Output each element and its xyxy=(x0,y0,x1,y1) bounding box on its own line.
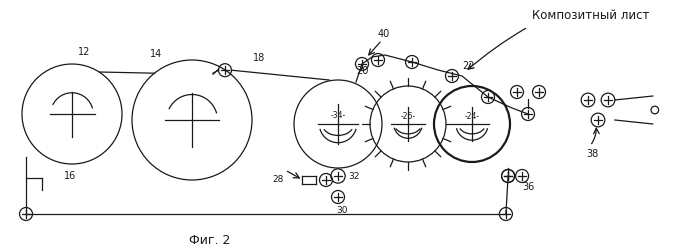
Text: 18: 18 xyxy=(253,53,265,63)
Text: 14: 14 xyxy=(150,49,162,59)
Text: 36: 36 xyxy=(522,181,534,191)
Text: 20: 20 xyxy=(356,66,368,76)
Text: 40: 40 xyxy=(378,29,390,39)
Text: -24-: -24- xyxy=(464,112,480,121)
Text: 28: 28 xyxy=(272,174,284,183)
Text: 16: 16 xyxy=(64,170,76,180)
Text: Композитный лист: Композитный лист xyxy=(532,9,650,21)
Text: 12: 12 xyxy=(78,47,90,57)
Text: 38: 38 xyxy=(586,148,598,158)
Text: 32: 32 xyxy=(348,171,359,180)
Text: -26-: -26- xyxy=(400,112,416,121)
Text: 30: 30 xyxy=(336,205,347,214)
Text: 22: 22 xyxy=(462,60,475,70)
Text: Фиг. 2: Фиг. 2 xyxy=(189,234,231,246)
Text: -34-: -34- xyxy=(330,110,346,119)
